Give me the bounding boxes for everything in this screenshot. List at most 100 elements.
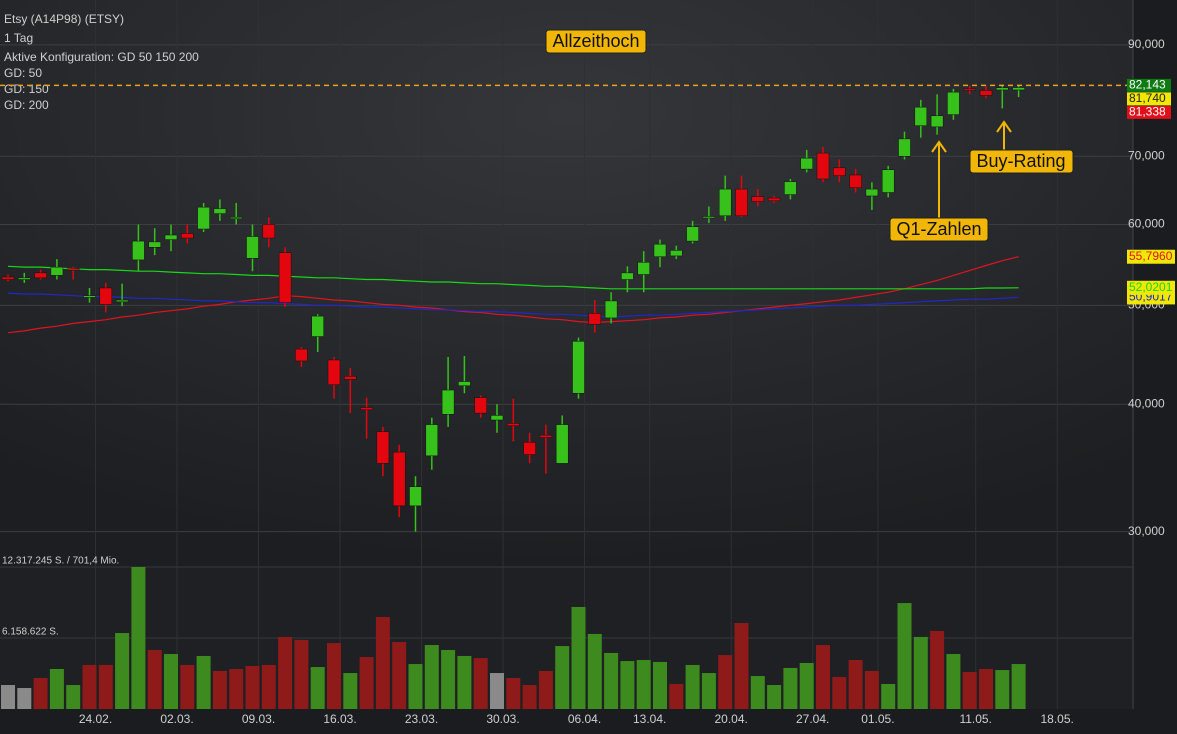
- volume-bar: [196, 655, 211, 709]
- x-tick-label: 23.03.: [405, 712, 438, 726]
- volume-bar: [294, 639, 309, 709]
- volume-bar: [359, 657, 374, 709]
- candle-body: [572, 341, 585, 394]
- volume-bar: [930, 630, 945, 709]
- legend-entry: GD: 150: [4, 82, 49, 96]
- candle-body: [229, 216, 243, 219]
- annotation-box: [889, 217, 989, 242]
- candle-body: [392, 451, 406, 507]
- volume-bar: [1, 685, 15, 709]
- candle-body: [132, 240, 145, 261]
- annotation-box: [969, 149, 1074, 174]
- volume-bar: [490, 673, 504, 709]
- price-marker-box: [1127, 105, 1171, 119]
- candle-body: [979, 90, 993, 96]
- volume-tick-label: 6.158.622 S.: [2, 627, 59, 638]
- volume-bar: [245, 665, 260, 709]
- volume-bar: [685, 664, 700, 709]
- volume-bar: [424, 645, 439, 709]
- candle-body: [311, 315, 324, 337]
- candle-body: [653, 243, 667, 257]
- volume-bar: [33, 677, 48, 709]
- volume-bar: [832, 676, 847, 709]
- volume-bar: [506, 677, 521, 709]
- candle-body: [99, 287, 113, 305]
- price-marker-label: 81,338: [1129, 105, 1166, 119]
- candle-body: [735, 188, 748, 217]
- volume-bar: [734, 622, 749, 709]
- volume-bar: [946, 654, 961, 709]
- candle-body: [490, 415, 504, 421]
- volume-bar: [718, 655, 733, 709]
- candle-body: [458, 381, 471, 387]
- price-marker-box: [1127, 78, 1171, 92]
- volume-bar: [604, 652, 619, 709]
- volume-bar: [864, 670, 879, 709]
- volume-bar: [816, 645, 830, 709]
- volume-bar: [147, 649, 162, 709]
- volume-bar: [620, 661, 635, 709]
- volume-bar: [375, 617, 390, 709]
- candle-body: [376, 431, 390, 464]
- volume-bars: [1, 567, 1026, 709]
- candle-body: [115, 299, 129, 303]
- labels: 30,00040,00050,00060,00070,00090,00012.3…: [0, 37, 1175, 726]
- annotation-arrowhead: [996, 120, 1012, 133]
- candle-body: [604, 300, 618, 319]
- volume-bar: [441, 649, 456, 709]
- volume-bar: [49, 668, 64, 709]
- candle-body: [66, 268, 80, 271]
- y-tick-label: 60,000: [1128, 217, 1165, 231]
- candle-body: [344, 376, 357, 380]
- volume-bar: [164, 654, 178, 709]
- volume-bar: [131, 567, 146, 709]
- candle-body: [409, 486, 422, 507]
- x-tick-label: 20.04.: [715, 712, 748, 726]
- volume-bar: [767, 685, 782, 709]
- candle-body: [523, 442, 536, 455]
- volume-bar: [212, 670, 227, 709]
- volume-bar: [653, 661, 667, 709]
- volume-bar: [261, 664, 276, 709]
- volume-bar: [995, 670, 1010, 709]
- candle-body: [767, 197, 781, 202]
- volume-bar: [979, 668, 993, 709]
- candle-body: [1, 276, 15, 280]
- volume-bar: [571, 606, 586, 709]
- volume-bar: [1011, 664, 1026, 709]
- candle-body: [751, 196, 765, 202]
- candle-body: [164, 234, 178, 240]
- price-marker-label: 81,740: [1129, 91, 1166, 105]
- volume-bar: [115, 633, 130, 709]
- candle-body: [686, 226, 699, 242]
- volume-bar: [962, 671, 977, 709]
- candle-body: [539, 434, 553, 438]
- annotation-ath: Allzeithoch: [545, 29, 647, 54]
- candle-body: [881, 169, 895, 193]
- volume-bar: [392, 642, 407, 709]
- candles: [1, 85, 1025, 532]
- annotation-box: [545, 29, 647, 54]
- volume-bar: [587, 633, 602, 709]
- annotation-text: Buy-Rating: [976, 151, 1065, 171]
- candle-body: [50, 266, 64, 276]
- x-tick-label: 01.05.: [861, 712, 894, 726]
- candle-body: [213, 208, 227, 214]
- volume-bar: [799, 663, 814, 709]
- candle-body: [327, 359, 341, 385]
- candle-body: [702, 216, 716, 219]
- candle-body: [278, 252, 292, 303]
- moving-average: [7, 292, 1019, 318]
- annotation-buy: Buy-Rating: [969, 120, 1074, 174]
- candle-body: [930, 115, 944, 128]
- candle-body: [197, 206, 210, 230]
- annotation-text: Q1-Zahlen: [896, 219, 981, 239]
- y-tick-label: 70,000: [1128, 148, 1165, 162]
- x-tick-label: 27.04.: [796, 712, 829, 726]
- candle-body: [588, 313, 602, 325]
- x-tick-label: 09.03.: [242, 712, 275, 726]
- volume-bar: [783, 667, 798, 709]
